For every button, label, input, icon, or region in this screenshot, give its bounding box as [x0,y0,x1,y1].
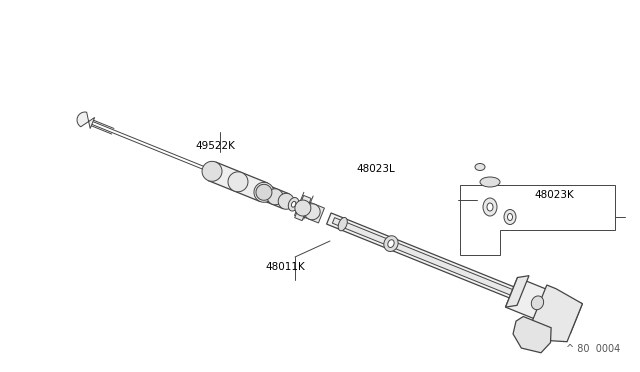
Polygon shape [338,218,348,231]
Polygon shape [529,285,582,342]
Text: 49522K: 49522K [195,141,235,151]
Text: 48023L: 48023L [356,164,396,174]
Ellipse shape [508,214,513,221]
Ellipse shape [487,203,493,211]
Polygon shape [254,182,274,202]
Polygon shape [267,189,283,205]
Polygon shape [506,276,529,307]
Ellipse shape [504,209,516,224]
Polygon shape [332,218,536,304]
Polygon shape [291,201,296,207]
Polygon shape [384,236,398,251]
Text: ^ 80  0004: ^ 80 0004 [566,344,620,354]
Polygon shape [202,161,222,181]
Polygon shape [295,200,311,216]
Polygon shape [256,184,272,200]
Ellipse shape [483,198,497,216]
Polygon shape [531,296,543,310]
Polygon shape [304,204,320,220]
Polygon shape [300,201,324,223]
Polygon shape [326,213,541,309]
Ellipse shape [480,177,500,187]
Text: 48011K: 48011K [266,262,305,272]
Polygon shape [278,193,294,209]
Polygon shape [294,195,311,221]
Ellipse shape [475,164,485,170]
Polygon shape [288,198,299,211]
Polygon shape [513,317,551,353]
Polygon shape [77,112,95,129]
Polygon shape [388,240,394,247]
Polygon shape [506,278,582,333]
Polygon shape [228,172,248,192]
Polygon shape [261,185,289,209]
Text: 48023K: 48023K [534,190,574,200]
Polygon shape [208,162,268,202]
